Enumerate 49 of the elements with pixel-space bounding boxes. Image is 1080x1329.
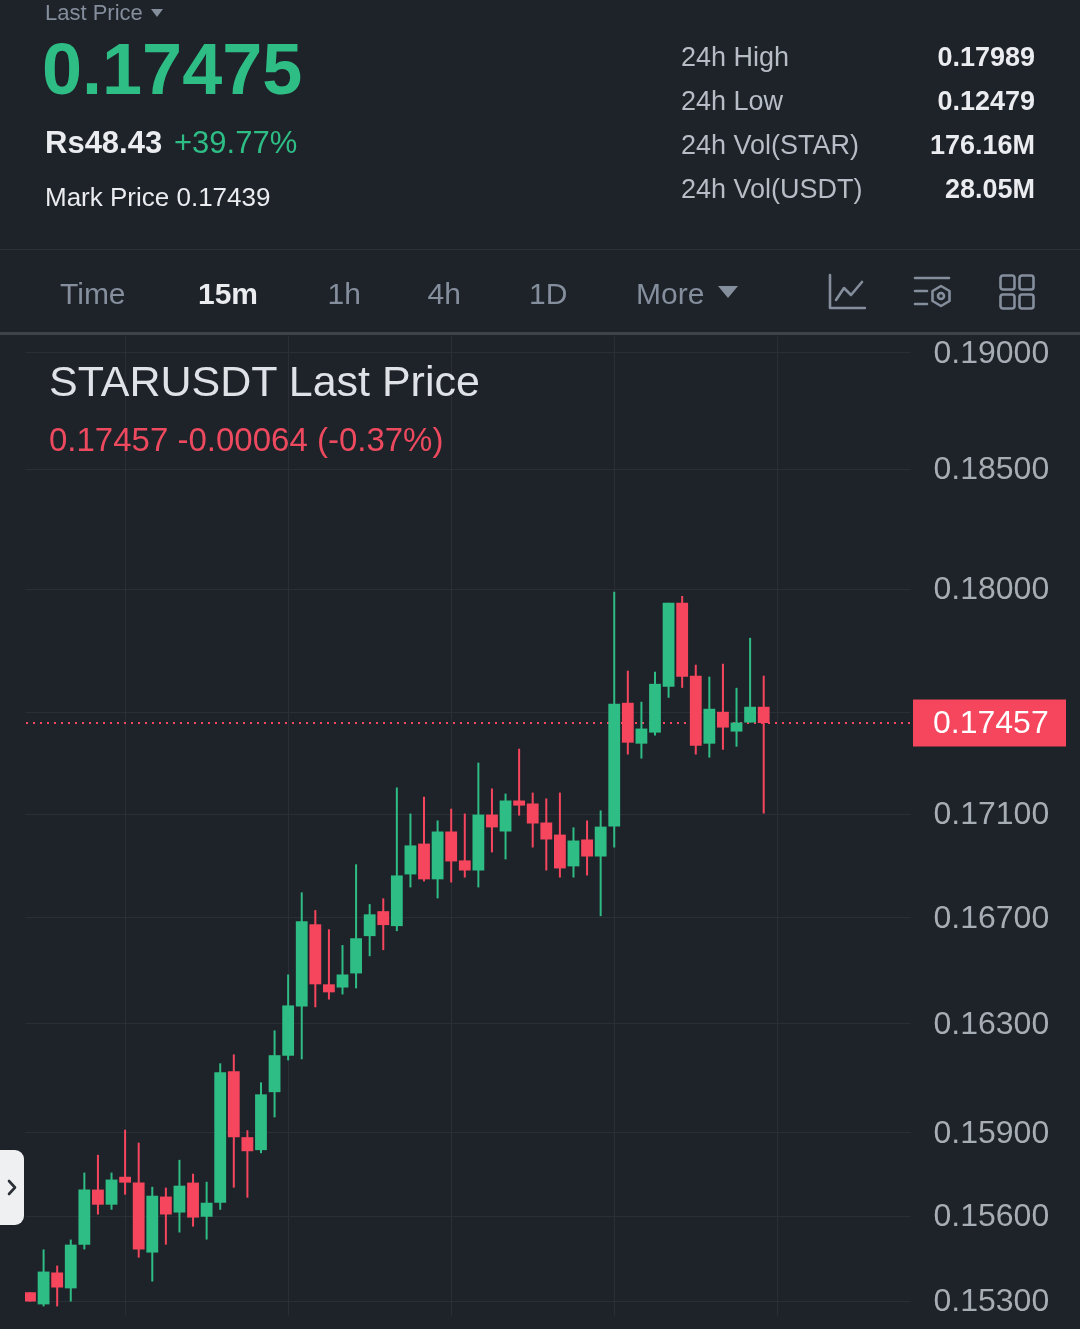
text: 4h	[427, 276, 461, 310]
text: 176.16M	[929, 130, 1035, 161]
text: 1D	[529, 276, 568, 310]
text: Time	[60, 276, 126, 310]
text: Rs48.43	[45, 124, 163, 160]
candlestick	[377, 897, 390, 952]
y-tick-label: 0.16300	[933, 1004, 1050, 1041]
text: Mark Price 0.17439	[45, 181, 271, 212]
text: 15m	[198, 276, 259, 310]
candlestick	[363, 903, 376, 958]
text: +39.77%	[174, 124, 298, 160]
text: 1h	[327, 276, 361, 310]
text: 0.12479	[937, 86, 1035, 117]
text: 24h Low	[681, 86, 784, 117]
candlestick	[51, 1264, 64, 1308]
text: 28.05M	[944, 174, 1035, 205]
text: 24h Vol(USDT)	[681, 174, 863, 205]
y-tick-label: 0.18000	[933, 570, 1050, 607]
candlestick	[200, 1180, 213, 1241]
y-tick-label: 0.17100	[933, 795, 1050, 832]
candlestick	[486, 787, 498, 854]
candlestick	[581, 819, 593, 877]
candlestick	[241, 1129, 254, 1199]
candlestick	[119, 1128, 132, 1196]
y-tick-label: 0.19000	[933, 333, 1050, 370]
y-tick-label: 0.16700	[933, 898, 1050, 935]
text: More	[636, 276, 705, 310]
candlestick	[730, 686, 743, 748]
text: 0.17989	[937, 42, 1035, 73]
text: 24h Vol(STAR)	[681, 130, 860, 161]
text: 24h High	[681, 42, 790, 73]
y-tick-label: 0.15600	[933, 1197, 1050, 1234]
text: Last Price	[45, 0, 143, 26]
text: 0.17475	[42, 29, 303, 110]
text: STARUSDT Last Price	[49, 357, 480, 405]
ref-line-label: 0.17457	[933, 704, 1049, 741]
candlestick	[744, 636, 757, 724]
candlestick	[635, 700, 648, 760]
y-tick-label: 0.15300	[933, 1282, 1050, 1319]
candlestick	[323, 928, 335, 1001]
candlestick	[336, 944, 349, 996]
candlestick	[717, 662, 729, 751]
y-tick-label: 0.15900	[933, 1113, 1050, 1150]
candlestick	[159, 1186, 172, 1246]
y-tick-label: 0.18500	[933, 450, 1050, 487]
candlestick	[458, 812, 471, 879]
candlestick	[92, 1153, 104, 1216]
text: 0.17457 -0.00064 (-0.37%)	[49, 421, 444, 458]
candlestick	[513, 747, 526, 817]
